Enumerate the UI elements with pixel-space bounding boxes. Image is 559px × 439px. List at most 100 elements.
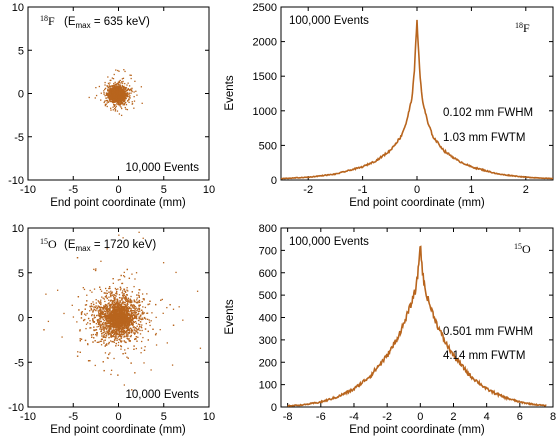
scatter-point bbox=[131, 301, 133, 303]
y-axis-label: Events bbox=[224, 75, 236, 110]
scatter-point bbox=[115, 94, 117, 96]
scatter-point bbox=[108, 84, 110, 86]
emax-subscript: max bbox=[76, 21, 91, 30]
scatter-point bbox=[118, 70, 120, 72]
scatter-point bbox=[113, 94, 116, 97]
scatter-point bbox=[138, 316, 140, 318]
scatter-point bbox=[113, 299, 115, 302]
scatter-point bbox=[107, 90, 109, 92]
scatter-point bbox=[88, 96, 90, 99]
scatter-point bbox=[126, 84, 128, 86]
scatter-point bbox=[133, 96, 135, 98]
profile-line bbox=[280, 19, 553, 180]
scatter-point bbox=[117, 95, 120, 98]
scatter-point bbox=[117, 82, 119, 85]
scatter-point bbox=[116, 89, 119, 92]
scatter-point bbox=[120, 114, 123, 117]
scatter-point bbox=[122, 88, 124, 90]
scatter-point bbox=[119, 104, 121, 106]
scatter-point bbox=[95, 302, 97, 304]
scatter-point bbox=[123, 303, 126, 306]
scatter-point bbox=[123, 90, 125, 92]
scatter-point bbox=[110, 88, 113, 91]
scatter-point bbox=[112, 89, 115, 91]
scatter-point bbox=[109, 332, 111, 334]
scatter-point bbox=[110, 100, 112, 103]
scatter-point bbox=[109, 86, 111, 88]
scatter-point bbox=[117, 100, 120, 103]
scatter-point bbox=[124, 90, 126, 92]
scatter-point bbox=[110, 369, 113, 371]
x-tick-label: 5 bbox=[161, 184, 167, 196]
scatter-point bbox=[124, 88, 126, 90]
scatter-point bbox=[89, 289, 91, 292]
x-axis-label: End point coordinate (mm) bbox=[349, 197, 485, 209]
scatter-point bbox=[114, 88, 116, 91]
scatter-point bbox=[105, 97, 107, 99]
scatter-point bbox=[112, 109, 114, 111]
y-tick-label: -5 bbox=[14, 132, 24, 144]
scatter-point bbox=[113, 96, 116, 98]
scatter-point bbox=[125, 103, 128, 106]
scatter-point bbox=[118, 101, 120, 104]
scatter-point bbox=[129, 95, 131, 97]
scatter-point bbox=[114, 89, 116, 92]
scatter-point bbox=[125, 90, 127, 93]
fwhm-label: 0.102 mm FWHM bbox=[443, 107, 533, 119]
scatter-point bbox=[113, 336, 116, 338]
scatter-point bbox=[105, 93, 108, 96]
scatter-point bbox=[117, 279, 120, 281]
scatter-point bbox=[106, 102, 108, 104]
scatter-point bbox=[126, 108, 129, 111]
scatter-point bbox=[114, 96, 117, 98]
y-tick-label: 1500 bbox=[253, 71, 277, 83]
scatter-point bbox=[104, 104, 107, 107]
scatter-point bbox=[123, 384, 125, 386]
scatter-point bbox=[103, 92, 105, 94]
scatter-point bbox=[114, 81, 116, 84]
scatter-point bbox=[112, 91, 115, 93]
scatter-point bbox=[100, 311, 102, 313]
scatter-point bbox=[47, 320, 50, 323]
scatter-point bbox=[104, 100, 106, 102]
scatter-point bbox=[131, 273, 133, 275]
scatter-point bbox=[144, 317, 146, 320]
scatter-point bbox=[113, 104, 115, 106]
scatter-point bbox=[122, 91, 124, 93]
scatter-point bbox=[131, 101, 133, 103]
scatter-point bbox=[114, 98, 116, 101]
scatter-point bbox=[126, 287, 128, 289]
scatter-point bbox=[118, 81, 120, 83]
scatter-point bbox=[124, 92, 126, 94]
y-tick-label: 0 bbox=[18, 89, 24, 101]
scatter-point bbox=[131, 304, 133, 306]
x-tick-label: 0 bbox=[115, 184, 121, 196]
scatter-point bbox=[116, 103, 118, 105]
scatter-point bbox=[139, 310, 141, 312]
scatter-point bbox=[117, 102, 120, 105]
scatter-point bbox=[112, 97, 114, 99]
scatter-point bbox=[142, 313, 145, 315]
scatter-point bbox=[107, 100, 109, 102]
scatter-point bbox=[130, 89, 133, 92]
scatter-point bbox=[119, 85, 121, 88]
scatter-point bbox=[110, 98, 112, 100]
scatter-point bbox=[125, 327, 128, 330]
scatter-point bbox=[141, 324, 143, 326]
x-tick-label: -1 bbox=[358, 184, 368, 196]
scatter-point bbox=[128, 89, 130, 91]
scatter-point bbox=[118, 95, 121, 97]
scatter-point bbox=[118, 80, 121, 82]
scatter-point bbox=[95, 86, 97, 89]
scatter-point bbox=[128, 101, 130, 104]
scatter-point bbox=[131, 87, 133, 89]
scatter-point bbox=[114, 107, 116, 110]
x-tick-label: -5 bbox=[68, 184, 78, 196]
scatter-point bbox=[129, 97, 131, 99]
scatter-point bbox=[124, 349, 126, 351]
scatter-point bbox=[117, 100, 119, 103]
scatter-point bbox=[106, 105, 108, 108]
scatter-point bbox=[110, 107, 112, 109]
scatter-point bbox=[114, 110, 117, 112]
scatter-point bbox=[121, 282, 123, 285]
